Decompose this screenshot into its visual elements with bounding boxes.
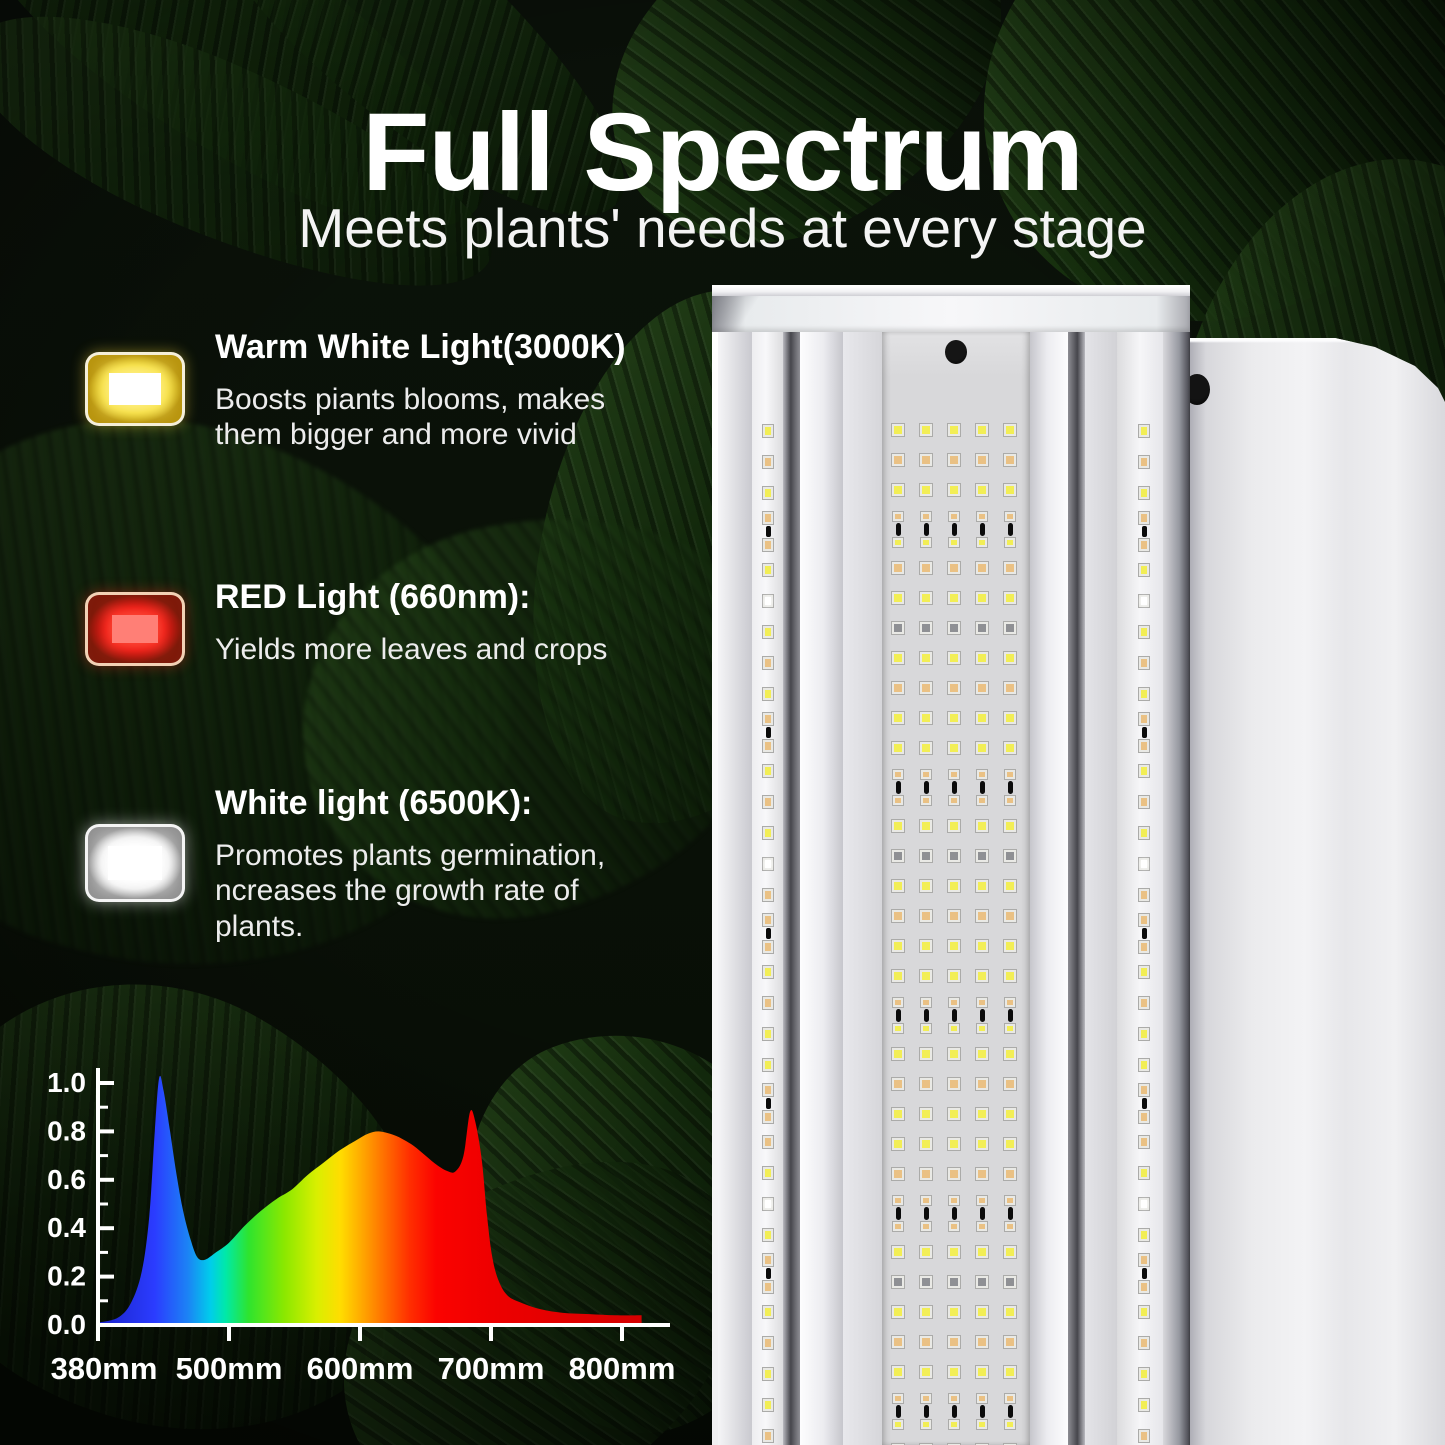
feature-title: White light (6500K): [215, 784, 533, 822]
x-tick-label: 800mm [569, 1351, 676, 1386]
y-tick-label: 1.0 [47, 1067, 86, 1098]
spectrum-curve [98, 1075, 642, 1325]
y-tick-label: 0.4 [47, 1212, 86, 1243]
page-subtitle: Meets plants' needs at every stage [298, 196, 1147, 259]
led-glow-core [108, 846, 162, 880]
spectrum-chart-svg: 0.0 0.2 0.4 0.6 0.8 1.0 380mm 500mm 600mm 700mm 80… [47, 1067, 676, 1386]
feature-title: Warm White Light(3000K) [215, 328, 626, 366]
led-glow-core [112, 615, 158, 643]
feature-title: RED Light (660nm): [215, 578, 531, 616]
feature-description: Yields more leaves and crops [215, 633, 608, 666]
spectrum-chart: 0.0 0.2 0.4 0.6 0.8 1.0 380mm 500mm 600mm 700mm 80… [30, 1040, 690, 1430]
x-tick-label: 700mm [438, 1351, 545, 1386]
page-title: Full Spectrum [362, 90, 1083, 214]
feature-description: Promotes plants germination, ncreases th… [215, 839, 606, 943]
x-tick-label: 600mm [307, 1351, 414, 1386]
white-led-icon [85, 824, 185, 902]
feature-description: Boosts piants blooms, makes them bigger … [215, 383, 606, 452]
y-tick-label: 0.2 [47, 1261, 86, 1292]
red-led-icon [85, 592, 185, 666]
led-glow-core [109, 373, 161, 405]
y-tick-label: 0.0 [47, 1309, 86, 1340]
x-tick-label: 500mm [176, 1351, 283, 1386]
warm-white-led-icon [85, 352, 185, 426]
x-tick-label: 380mm [51, 1351, 158, 1386]
y-tick-label: 0.6 [47, 1164, 86, 1195]
y-tick-label: 0.8 [47, 1115, 86, 1146]
